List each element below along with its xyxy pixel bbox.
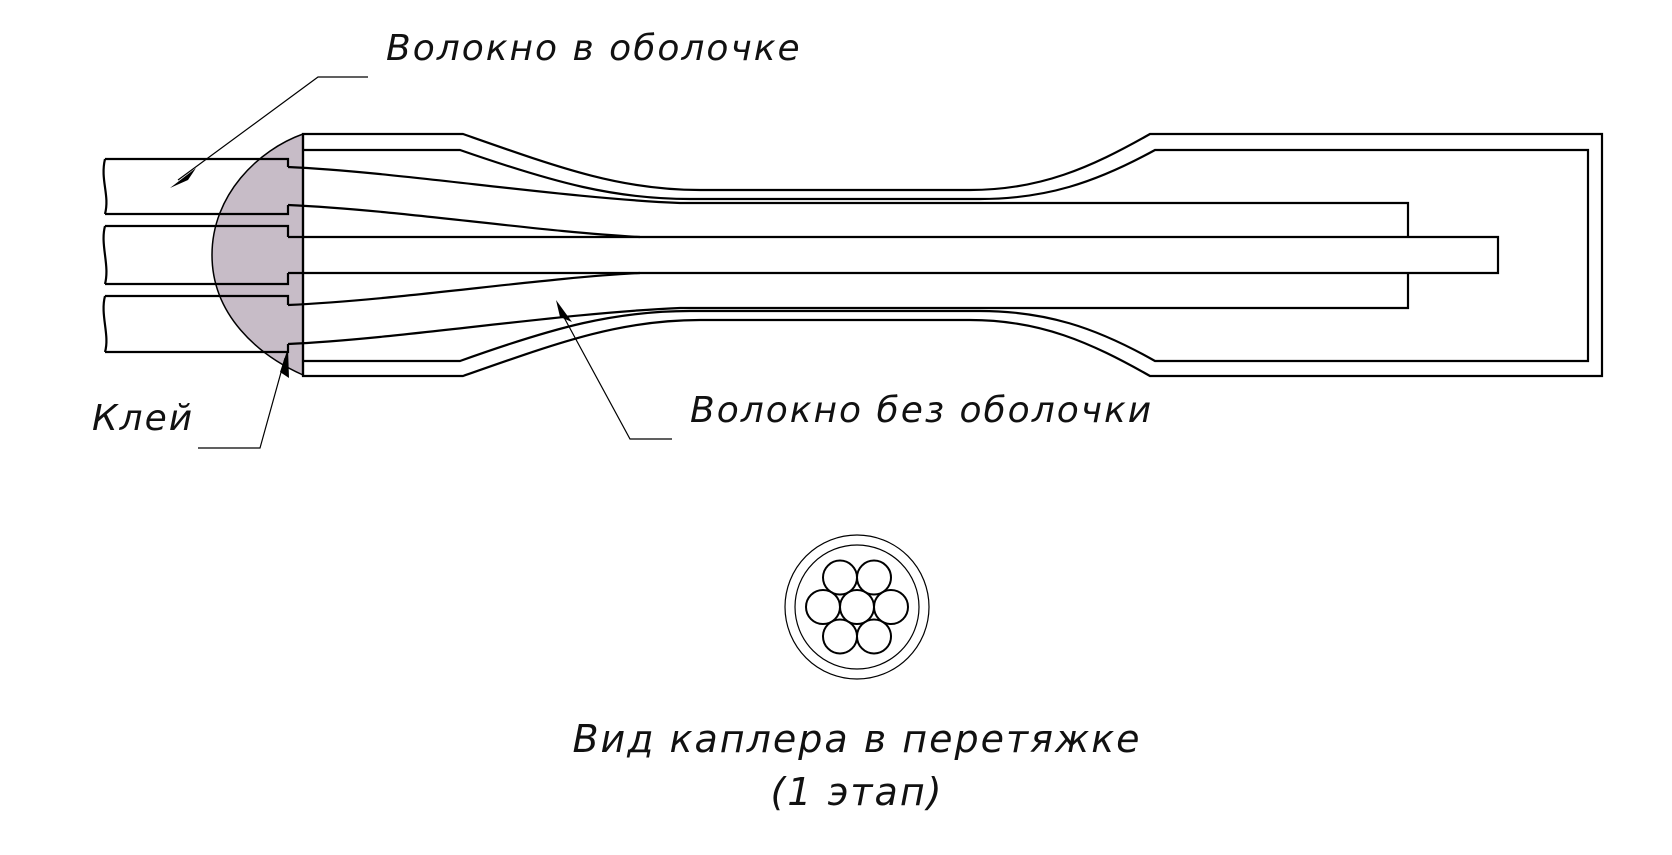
cross-section-fiber — [822, 618, 858, 655]
capillary-outer — [301, 132, 1604, 378]
cross-section-view — [784, 534, 930, 680]
label-fiber-with-cladding: Волокно в оболочке — [386, 28, 802, 69]
caption-line-1: Вид каплера в перетяжке — [572, 717, 1141, 761]
leader-fiber-without-cladding — [556, 300, 672, 440]
glue-blob — [211, 132, 304, 377]
label-fiber-without-cladding: Волокно без оболочки — [690, 390, 1153, 431]
cross-section-fiber — [839, 589, 875, 625]
bare-fibers — [287, 134, 1500, 376]
label-glue: Клей — [92, 398, 194, 439]
caption-line-2: (1 этап) — [770, 770, 943, 814]
cross-section-fiber — [822, 559, 858, 596]
leader-glue — [198, 348, 289, 449]
capillary-inner — [303, 148, 1590, 363]
leader-fiber-with-cladding — [170, 76, 368, 188]
cross-section-fiber — [856, 559, 892, 596]
cross-section-fiber — [805, 589, 841, 625]
cross-section-fiber — [873, 589, 909, 625]
cross-section-fiber — [856, 618, 892, 655]
